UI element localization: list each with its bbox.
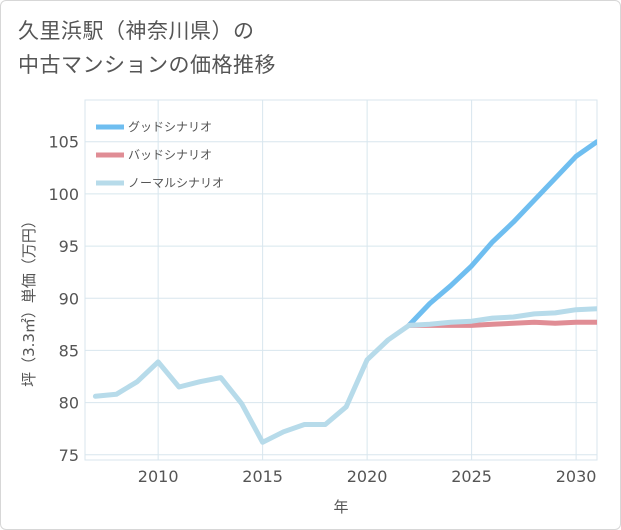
- chart-title: 久里浜駅（神奈川県）の 中古マンションの価格推移: [18, 14, 578, 82]
- x-tick-label: 2025: [451, 467, 492, 486]
- y-tick-label: 105: [48, 133, 79, 152]
- legend-label-1: グッドシナリオ: [128, 120, 212, 134]
- x-axis-label: 年: [333, 498, 348, 516]
- legend-label-2: バッドシナリオ: [128, 148, 212, 162]
- y-tick-label: 85: [59, 341, 79, 360]
- series-line-3: [92, 306, 597, 445]
- legend-label-3: ノーマルシナリオ: [128, 176, 224, 190]
- chart-title-line-1: 久里浜駅（神奈川県）の: [18, 19, 255, 43]
- x-tick-label: 2010: [138, 467, 179, 486]
- series-lines: [92, 139, 597, 445]
- plot-area: [84, 99, 598, 461]
- y-axis-label: 坪（3.3㎡）単価（万円）: [20, 213, 38, 387]
- y-tick-label: 90: [59, 289, 79, 308]
- x-tick-label: 2030: [556, 467, 597, 486]
- y-tick-label: 75: [59, 446, 79, 465]
- y-tick-label: 95: [59, 237, 79, 256]
- x-tick-label: 2020: [347, 467, 388, 486]
- series-line-1: [406, 139, 597, 328]
- x-tick-label: 2015: [242, 467, 283, 486]
- y-axis-ticks: 75 80 85 90 95 100 105: [48, 133, 79, 465]
- x-axis-ticks: 2010 2015 2020 2025 2030: [138, 467, 597, 486]
- chart-title-line-2: 中古マンションの価格推移: [18, 53, 276, 77]
- y-tick-label: 80: [59, 394, 79, 413]
- grid-lines: [84, 99, 598, 461]
- y-tick-label: 100: [48, 185, 79, 204]
